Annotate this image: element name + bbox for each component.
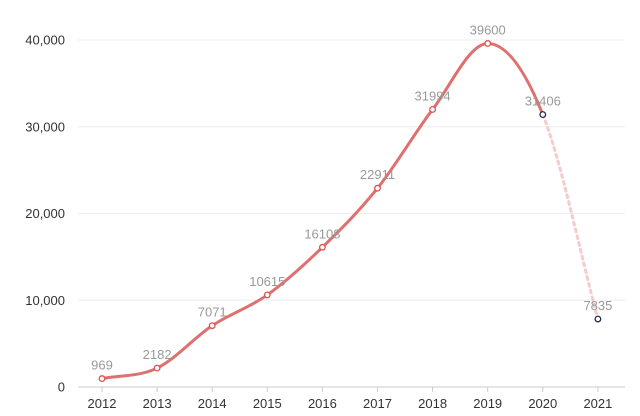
data-point[interactable] [263,291,271,299]
x-tick-label: 2018 [418,396,447,411]
x-axis: 2012 2013 2014 2015 2016 2017 2018 2019 2020 2021 [88,387,612,411]
data-label: 22911 [360,167,395,182]
data-point[interactable] [98,375,106,383]
data-label: 7835 [583,298,612,313]
data-label: 969 [91,358,113,373]
data-point[interactable] [153,364,161,372]
data-point[interactable] [318,243,326,251]
data-labels: 969 2182 7071 10615 16108 22911 31994 39600 3140… [91,22,612,372]
y-tick-label: 40,000 [25,33,65,48]
x-tick-label: 2020 [528,396,557,411]
y-tick-label: 20,000 [25,206,65,221]
data-point[interactable] [539,111,547,119]
y-axis: 0 10,000 20,000 30,000 40,000 [25,33,65,395]
data-label: 39600 [470,22,506,37]
data-label: 10615 [249,274,285,289]
data-point[interactable] [208,322,216,330]
data-point[interactable] [429,106,437,113]
data-points [98,40,602,383]
x-tick-label: 2017 [363,396,392,411]
y-tick-label: 30,000 [25,119,65,134]
x-tick-label: 2012 [88,396,117,411]
x-tick-label: 2013 [143,396,172,411]
data-label: 2182 [143,347,172,362]
series-line [100,41,600,381]
data-label: 16108 [304,226,340,241]
data-point[interactable] [594,315,602,323]
x-tick-label: 2016 [308,396,337,411]
data-point[interactable] [374,184,381,192]
x-tick-label: 2021 [583,396,612,411]
x-tick-label: 2014 [198,396,227,411]
data-point[interactable] [484,40,492,47]
y-tick-label: 0 [58,380,65,395]
data-label: 31994 [415,88,451,103]
data-label: 31406 [525,94,561,109]
grid-layer [78,39,625,388]
series-line-projected [541,113,600,321]
y-tick-label: 10,000 [25,293,65,308]
series-line-actual [100,41,545,381]
data-label: 7071 [198,305,227,320]
x-tick-label: 2019 [473,396,502,411]
x-tick-label: 2015 [253,396,282,411]
